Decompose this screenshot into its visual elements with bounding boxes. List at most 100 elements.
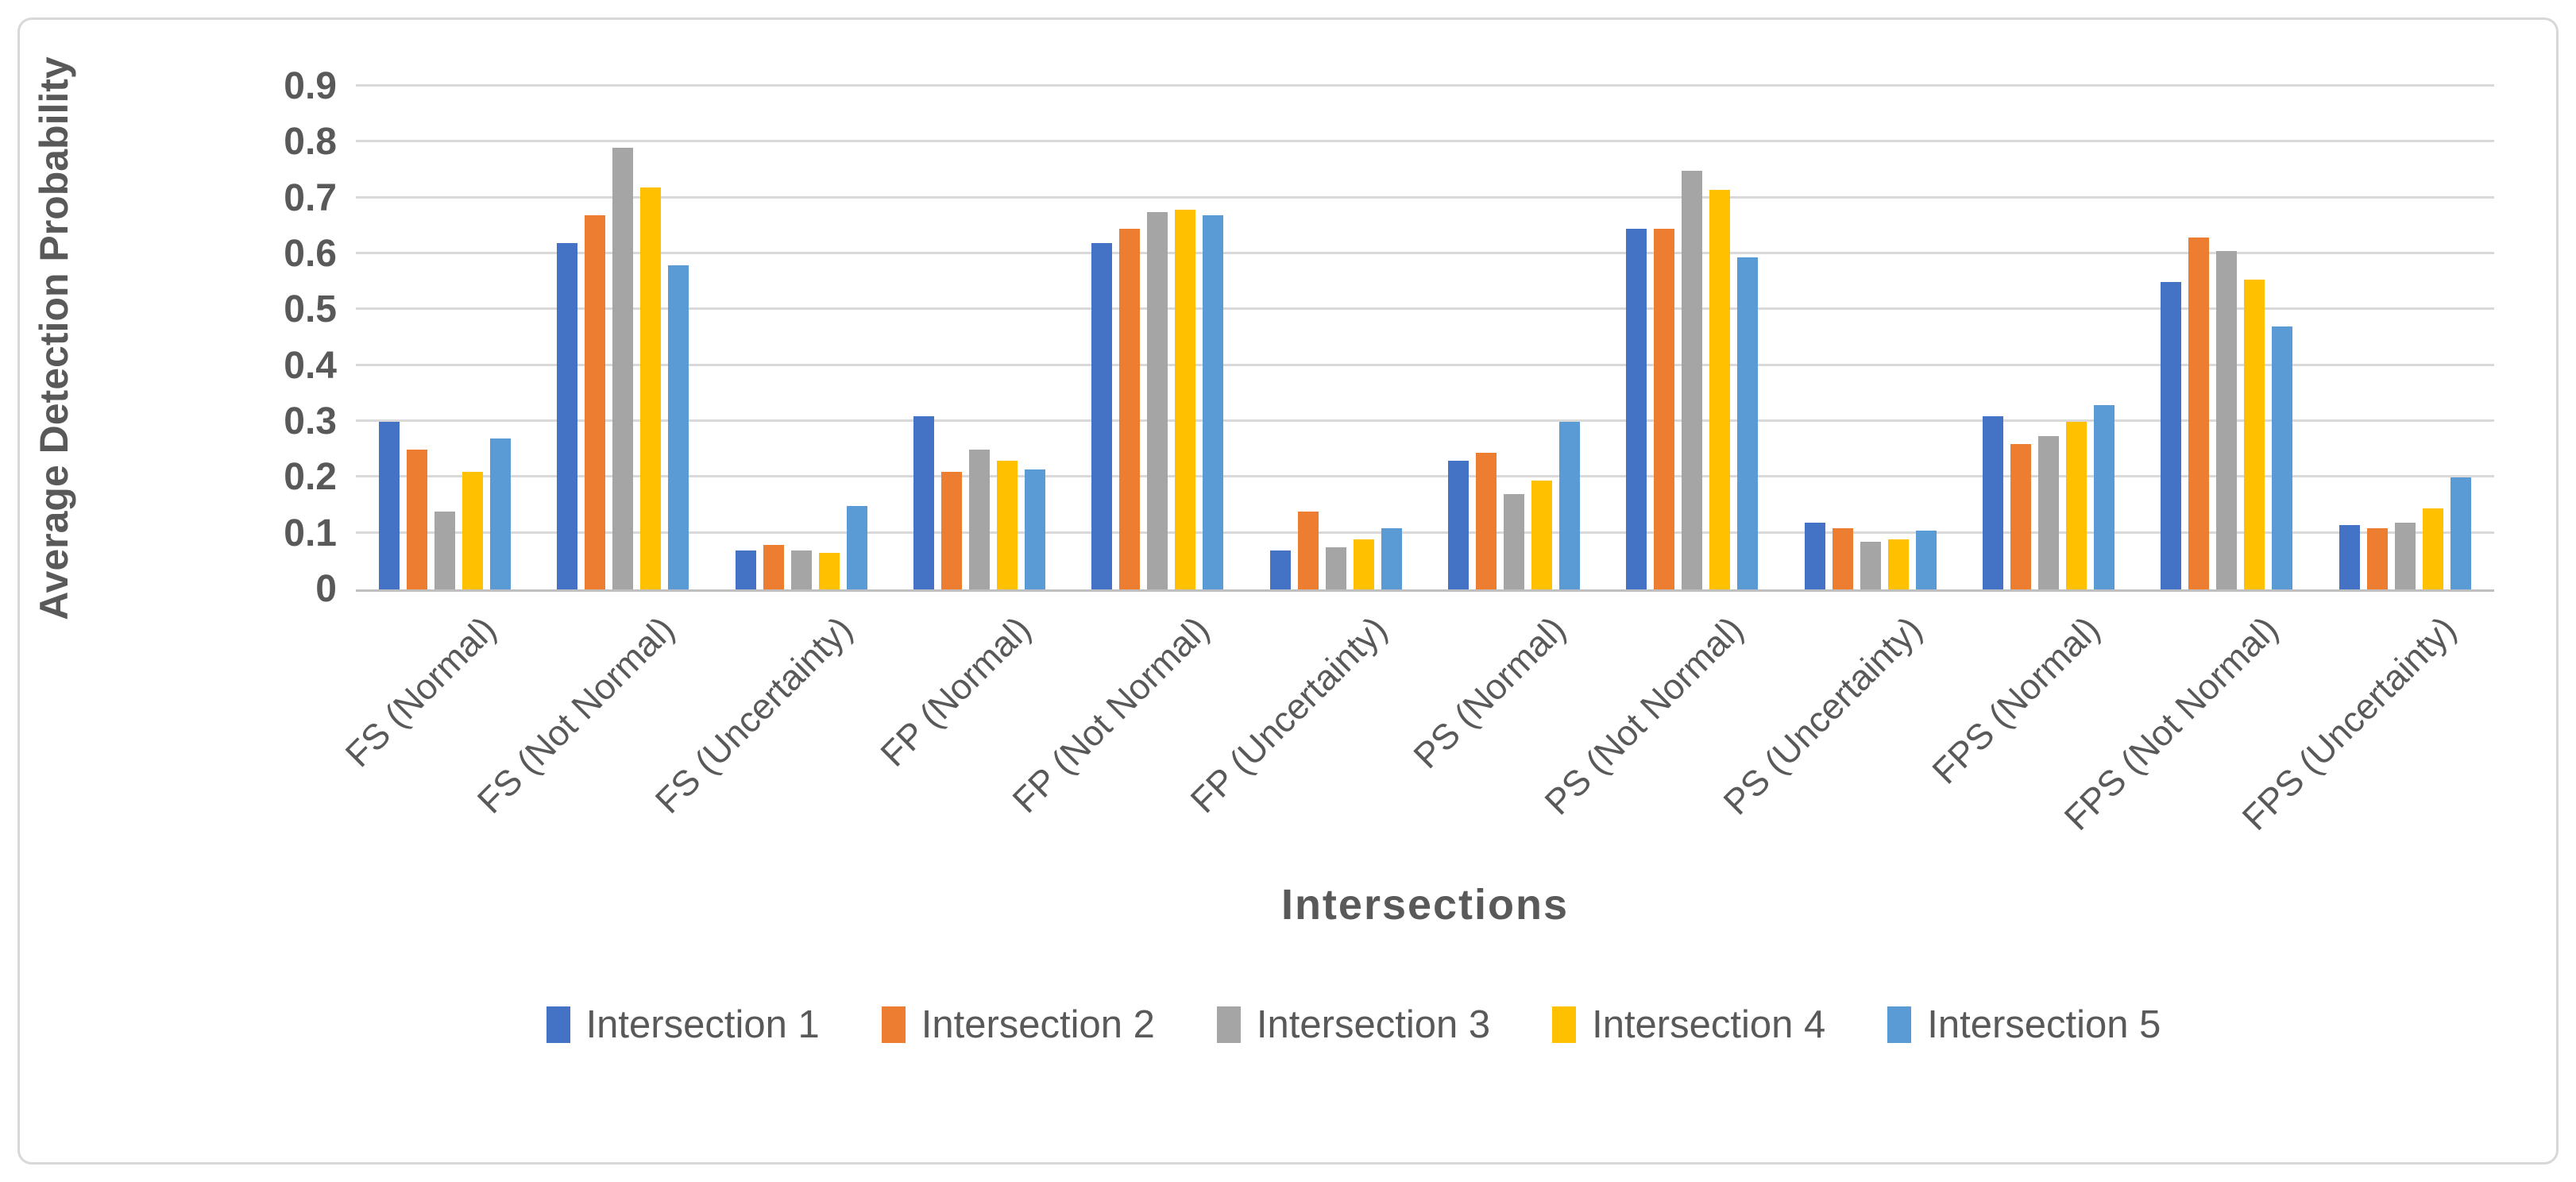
y-tick-label: 0.2 [284, 456, 337, 499]
bar [1269, 550, 1291, 589]
x-axis-category-labels: FS (Normal) FS (Not Normal) FS (Uncertaint… [338, 601, 2494, 871]
legend-marker-icon [1887, 1006, 1912, 1043]
bar [790, 550, 812, 589]
bar [735, 550, 756, 589]
bar-group [1603, 87, 1781, 589]
legend-item: Intersection 5 [1887, 1002, 2161, 1047]
y-tick-label: 0.4 [284, 344, 337, 387]
bar [2010, 444, 2032, 589]
bar-group [1425, 87, 1603, 589]
legend-label: Intersection 4 [1592, 1003, 1826, 1046]
category-label: FS (Normal) [337, 608, 504, 775]
bar [1175, 209, 1196, 589]
chart-frame [17, 17, 2559, 1165]
legend-item: Intersection 2 [881, 1002, 1155, 1047]
bar-group [2316, 87, 2494, 589]
category-label: FP (Normal) [872, 608, 1039, 774]
bar [434, 511, 456, 589]
bar-group [1782, 87, 1960, 589]
legend-marker-icon [546, 1006, 570, 1043]
bar [1147, 212, 1168, 589]
bar [2066, 422, 2087, 589]
bar [2366, 527, 2388, 589]
y-tick-label: 0.8 [284, 121, 337, 164]
bar-group [2138, 87, 2315, 589]
bar [1448, 461, 1470, 589]
legend-label: Intersection 1 [585, 1003, 820, 1046]
bar [585, 214, 606, 589]
bar [1626, 229, 1647, 589]
bar [969, 450, 991, 589]
bar [2188, 237, 2210, 589]
bar [763, 544, 784, 589]
bar [668, 265, 689, 589]
bar [1381, 527, 1402, 589]
bar [913, 415, 935, 589]
gridline [356, 307, 2494, 311]
bar [640, 187, 662, 589]
x-axis-title: Intersections [1280, 881, 1570, 929]
bar [2450, 477, 2471, 589]
gridline [356, 252, 2494, 254]
bar [1915, 531, 1937, 589]
category-label: PS (Normal) [1405, 608, 1574, 777]
bar [1709, 190, 1731, 589]
bar [1983, 415, 2004, 589]
bar [379, 422, 400, 589]
bar-group [713, 87, 890, 589]
bar [407, 450, 428, 589]
bar-group [890, 87, 1068, 589]
legend-marker-icon [1216, 1006, 1241, 1043]
bar [1737, 257, 1759, 589]
bar [2272, 326, 2293, 589]
bar [1353, 539, 1374, 589]
bar [1654, 229, 1675, 589]
legend-item: Intersection 1 [546, 1002, 820, 1047]
bar [1804, 522, 1825, 589]
legend-marker-icon [881, 1006, 906, 1043]
bar [2216, 251, 2238, 589]
bar [462, 472, 484, 589]
category-label: FPS (Normal) [1924, 608, 2108, 792]
bar [2161, 282, 2182, 589]
bar [1559, 422, 1581, 589]
bar [1832, 527, 1853, 589]
bar [2094, 404, 2115, 589]
bar-group [356, 87, 534, 589]
bar [941, 472, 963, 589]
bar [1325, 547, 1346, 589]
bar [1203, 214, 1224, 589]
bar [2338, 525, 2360, 589]
bar-group [1960, 87, 2138, 589]
bar-group [1247, 87, 1425, 589]
bar [1025, 469, 1046, 589]
legend-label: Intersection 2 [921, 1003, 1155, 1046]
bar [1119, 229, 1141, 589]
bar-group [1068, 87, 1246, 589]
bar [490, 438, 512, 589]
bar [2244, 279, 2265, 589]
gridline [356, 84, 2494, 87]
bar [1091, 242, 1113, 589]
y-tick-label: 0.7 [284, 176, 337, 219]
bar [2422, 508, 2443, 589]
bar [2394, 522, 2416, 589]
gridline [356, 195, 2494, 199]
gridline [356, 363, 2494, 366]
bar [1682, 170, 1703, 589]
bar [1297, 511, 1319, 589]
legend-marker-icon [1552, 1006, 1577, 1043]
gridline [356, 140, 2494, 143]
legend-label: Intersection 3 [1256, 1003, 1491, 1046]
y-tick-label: 0.6 [284, 233, 337, 275]
y-tick-label: 0.3 [284, 400, 337, 442]
legend-label: Intersection 5 [1927, 1003, 2161, 1046]
legend-item: Intersection 3 [1216, 1002, 1491, 1047]
y-tick-label: 0.9 [284, 65, 337, 107]
gridline [356, 475, 2494, 478]
bar [846, 505, 867, 589]
y-tick-label: 0.5 [284, 288, 337, 331]
gridline [356, 531, 2494, 534]
bar [1476, 452, 1497, 589]
